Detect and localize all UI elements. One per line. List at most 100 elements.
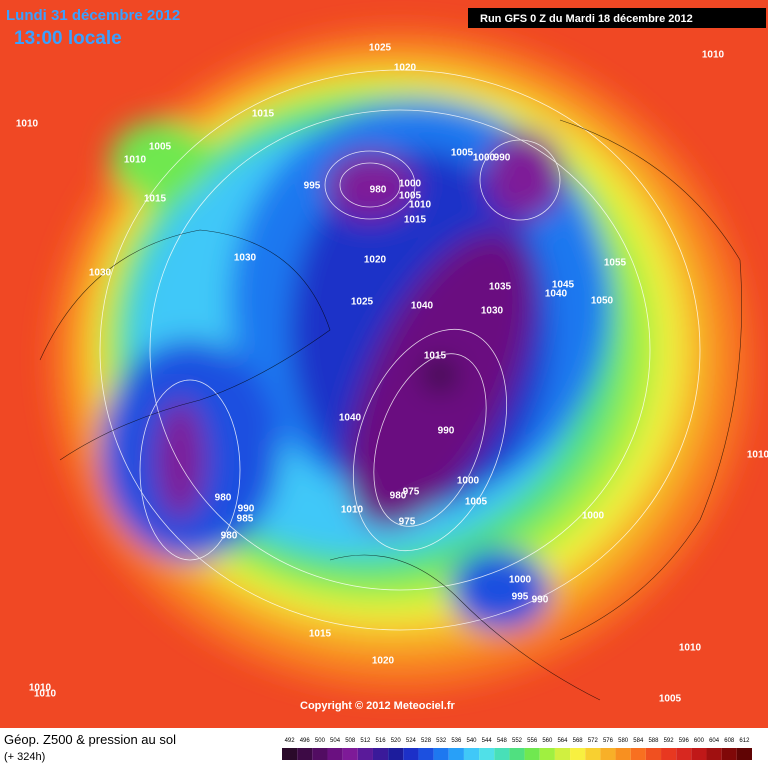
color-scale: 492 496 500 504 508 512 516 520 524 528 532 536 540 5… <box>282 738 752 760</box>
scale-label: 536 <box>451 738 462 744</box>
scale-label: 584 <box>633 738 644 744</box>
scale-label: 504 <box>330 738 341 744</box>
isobar-label: 980 <box>215 493 232 504</box>
isobar-label: 1020 <box>394 63 417 74</box>
isobar-label: 975 <box>399 517 416 528</box>
isobar-label: 1000 <box>457 476 480 487</box>
isobar-label: 1045 <box>552 280 575 291</box>
scale-cell <box>357 748 373 760</box>
isobar-label: 1020 <box>372 656 395 667</box>
isobar-label: 1015 <box>404 215 427 226</box>
scale-label: 588 <box>648 738 659 744</box>
isobar-label: 1005 <box>399 191 422 202</box>
scale-cell <box>600 748 616 760</box>
scale-label: 564 <box>557 738 568 744</box>
scale-label: 560 <box>542 738 553 744</box>
scale-cell <box>524 748 540 760</box>
run-info: Run GFS 0 Z du Mardi 18 décembre 2012 <box>480 13 693 25</box>
scale-cell <box>630 748 646 760</box>
scale-label: 532 <box>436 738 447 744</box>
scale-label: 612 <box>739 738 750 744</box>
scale-cell <box>736 748 752 760</box>
scale-cell <box>494 748 510 760</box>
forecast-time: 13:00 locale <box>14 28 122 49</box>
isobar-label: 1015 <box>424 351 447 362</box>
isobar-label: 1010 <box>409 200 432 211</box>
scale-label: 572 <box>588 738 599 744</box>
isobar-label: 1040 <box>545 289 568 300</box>
scale-label: 516 <box>376 738 387 744</box>
isobar-label: 1010 <box>124 155 147 166</box>
footer-title: Géop. Z500 & pression au sol <box>4 732 176 747</box>
scale-label: 508 <box>345 738 356 744</box>
scale-cell <box>388 748 404 760</box>
scale-label: 548 <box>497 738 508 744</box>
isobar-label: 1030 <box>234 253 257 264</box>
isobar-label: 1015 <box>144 194 167 205</box>
isobar-label: 1010 <box>702 50 725 61</box>
scale-label: 496 <box>300 738 311 744</box>
isobar-label: 1005 <box>149 142 172 153</box>
isobar-label: 1055 <box>604 258 627 269</box>
scale-cell <box>448 748 464 760</box>
isobar-label: 1025 <box>369 43 392 54</box>
scale-label: 500 <box>315 738 326 744</box>
isobar-label: 990 <box>438 426 455 437</box>
scale-cell <box>615 748 631 760</box>
isobar-label: 995 <box>512 592 529 603</box>
scale-label: 544 <box>482 738 493 744</box>
run-box <box>468 8 766 28</box>
scale-cell <box>509 748 525 760</box>
scale-label: 568 <box>573 738 584 744</box>
scale-label: 528 <box>421 738 432 744</box>
scale-cell <box>721 748 737 760</box>
scale-label: 600 <box>694 738 705 744</box>
scale-cell <box>433 748 449 760</box>
scale-cell <box>706 748 722 760</box>
isobar-label: 1010 <box>679 643 702 654</box>
scale-cell <box>570 748 586 760</box>
isobar-label: 1030 <box>89 268 112 279</box>
scale-label: 580 <box>618 738 629 744</box>
isobar-label: 1020 <box>364 255 387 266</box>
isobar-label: 1005 <box>451 148 474 159</box>
scale-cell <box>645 748 662 760</box>
scale-label: 556 <box>527 738 538 744</box>
isobar-label: 985 <box>237 514 254 525</box>
map-field <box>0 0 768 728</box>
scale-label: 540 <box>467 738 478 744</box>
isobar-label: 1010 <box>29 683 52 694</box>
isobar-label: 1005 <box>659 694 682 705</box>
scale-cell <box>463 748 480 760</box>
isobar-label: 980 <box>370 185 387 196</box>
scale-cell <box>418 748 434 760</box>
isobar-label: 1000 <box>473 153 496 164</box>
isobar-label: 995 <box>304 181 321 192</box>
isobar-label: 980 <box>221 531 238 542</box>
isobar-label: 990 <box>238 504 255 515</box>
scale-cell <box>661 748 677 760</box>
isobar-label: 1015 <box>252 109 275 120</box>
isobar-label: 980 <box>390 491 407 502</box>
isobar-label: 1010 <box>34 689 57 700</box>
scale-label: 596 <box>679 738 690 744</box>
isobar-label: 1050 <box>591 296 614 307</box>
scale-label: 512 <box>360 738 371 744</box>
isobar-label: 1000 <box>509 575 532 586</box>
isobar-label: 1005 <box>465 497 488 508</box>
scale-cell <box>539 748 555 760</box>
scale-label: 552 <box>512 738 523 744</box>
scale-cell <box>479 748 495 760</box>
scale-label: 520 <box>391 738 402 744</box>
footer-lead: (+ 324h) <box>4 751 45 763</box>
isobar-label: 1000 <box>399 179 422 190</box>
scale-cell <box>312 748 328 760</box>
isobar-label: 1035 <box>489 282 512 293</box>
scale-cell <box>691 748 707 760</box>
isobar-label: 1040 <box>339 413 362 424</box>
scale-label: 604 <box>709 738 720 744</box>
isobar-label: 975 <box>403 487 420 498</box>
